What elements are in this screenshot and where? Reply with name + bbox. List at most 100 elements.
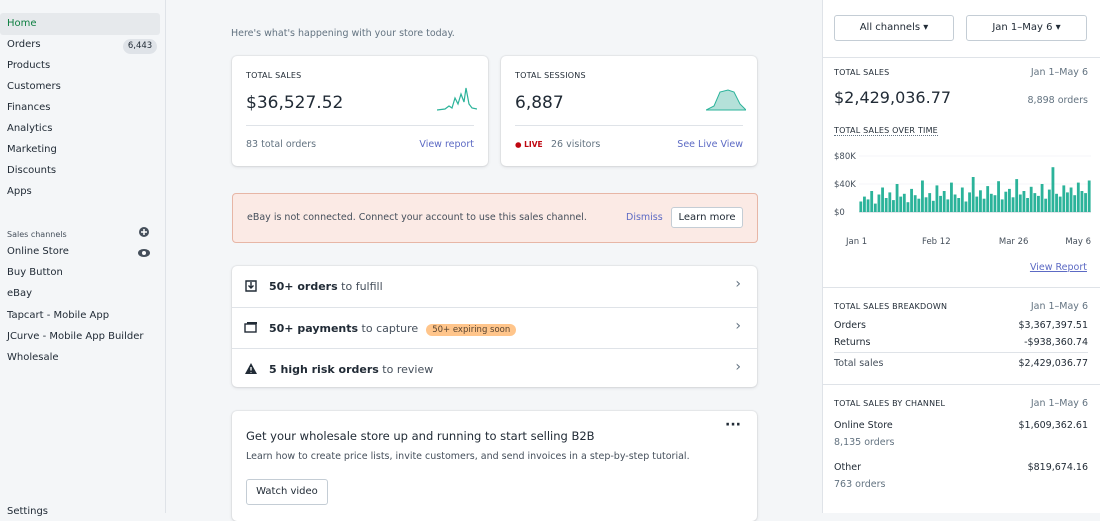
date-range: Jan 1–May 6 [1030,301,1088,312]
channel-amount: $1,609,362.61 [1018,420,1088,431]
bar [866,199,870,212]
channel-orders: 8,135 orders [834,437,895,448]
sparkline [437,87,477,111]
nav-item[interactable]: Analytics [7,123,53,134]
add-icon[interactable] [138,226,150,238]
bar [1080,191,1084,212]
divider [823,57,1100,58]
nav-item[interactable]: Marketing [7,144,57,155]
channel-name: Other [834,462,861,473]
dismiss-link[interactable]: Dismiss [626,212,663,223]
bar [931,200,935,212]
channel-item[interactable]: eBay [7,288,33,300]
sessions-card: TOTAL SESSIONS 6,887 ● LIVE 26 visitors … [501,56,757,166]
card-value: 6,887 [515,93,564,113]
bar [892,200,895,212]
bar [964,201,968,212]
task-row[interactable]: 5 high risk orders to review › [232,348,757,390]
divider [515,125,743,126]
bar [859,201,863,212]
channel-item[interactable]: Buy Button [7,267,63,279]
bar [910,188,913,212]
nav-item[interactable]: Finances [7,102,51,113]
date-range: Jan 1–May 6 [1030,398,1088,409]
bar [993,195,997,212]
bar [968,192,971,212]
section-label: TOTAL SALES BREAKDOWN [834,302,948,311]
bar [895,184,899,212]
bar [942,191,946,212]
bar [939,195,942,212]
bar [884,198,888,212]
row-amount: $2,429,036.77 [1018,358,1088,369]
bar [913,195,917,212]
bar [982,198,986,212]
divider [823,287,1100,288]
task-text: 50+ orders to fulfill [269,280,383,293]
learn-more-button[interactable]: Learn more [671,207,743,228]
divider [834,352,1088,353]
card-title: Get your wholesale store up and running … [246,429,595,443]
bar [863,196,866,212]
bar [881,187,884,212]
nav-item[interactable]: Apps [7,186,32,197]
bar [917,198,921,212]
bar [1076,182,1080,212]
channel-item[interactable]: Online Store [7,246,69,257]
chevron: › [735,318,741,334]
badge: 50+ expiring soon [426,324,517,336]
card-link[interactable]: View report [419,139,474,150]
bar [1040,184,1044,212]
channel-filter[interactable]: All channels ▾ [834,15,954,41]
x-tick-label: Mar 26 [999,237,1029,247]
nav-item[interactable]: Products [7,60,51,71]
date-filter[interactable]: Jan 1–May 6 ▾ [966,15,1087,41]
bar [1047,189,1051,212]
task-row[interactable]: 50+ payments to capture 50+ expiring soon… [232,307,757,349]
section-label: TOTAL SALES [834,68,890,77]
task-row[interactable]: 50+ orders to fulfill › [232,266,757,307]
channel-name: Online Store [834,420,893,431]
total-amount: $2,429,036.77 [834,88,952,107]
filter-text: Jan 1–May 6 [992,22,1053,33]
channel-item[interactable]: Wholesale [7,352,59,363]
bar [1029,186,1033,212]
nav-item[interactable]: Customers [7,81,61,92]
card-description: Learn how to create price lists, invite … [246,451,690,462]
card-link[interactable]: See Live View [677,139,743,150]
filter-text: All channels [859,22,921,33]
bar [1000,199,1004,212]
bar [957,198,961,212]
task-icon [244,322,257,333]
active-item-bg [0,13,160,35]
channel-item[interactable]: JCurve - Mobile App Builder [7,330,144,342]
bar [975,196,979,212]
nav-item[interactable]: Home [7,18,37,29]
bar [877,194,881,212]
nav-item[interactable]: Settings [7,506,49,517]
nav-item[interactable]: Orders [7,39,41,50]
card-footer: 83 total orders [246,139,317,150]
bar [1058,196,1062,212]
bar [1015,179,1019,212]
x-tick-label: Jan 1 [845,237,867,247]
nav-item[interactable]: Discounts [7,165,57,176]
bar [1066,192,1069,212]
bar [1037,195,1040,212]
card-label: TOTAL SESSIONS [515,71,586,80]
date-range: Jan 1–May 6 [1030,67,1088,78]
bar [924,197,928,212]
channel-item[interactable]: Tapcart - Mobile App [7,309,110,321]
chart-title: TOTAL SALES OVER TIME [834,126,938,136]
view-report-link[interactable]: View Report [1029,262,1087,273]
bar [953,194,957,212]
watch-video-button[interactable]: Watch video [246,479,328,505]
bar [902,193,906,212]
y-tick-label: $40K [834,180,856,190]
more-menu[interactable]: ··· [725,417,741,433]
card-value: $36,527.52 [246,93,344,113]
task-rest: to review [378,363,434,376]
bar [1087,180,1091,212]
view-icon[interactable] [137,247,151,259]
card-footer: 26 visitors [551,139,601,150]
